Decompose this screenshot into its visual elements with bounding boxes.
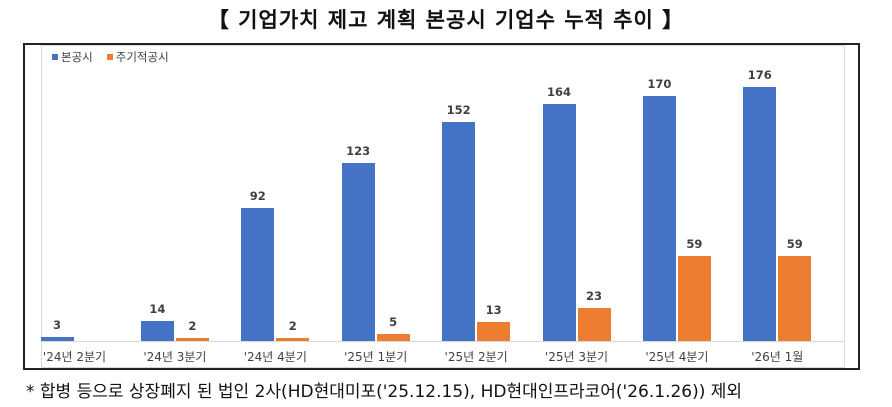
bar-periodic-disclosure: [276, 338, 310, 341]
legend-label: 본공시: [61, 50, 93, 64]
bar-main-disclosure: [241, 208, 275, 341]
x-tick-label: '25년 3분기: [544, 350, 609, 364]
bar-main-disclosure: [140, 321, 174, 341]
square-swatch-icon: [52, 54, 58, 60]
data-label: 170: [647, 77, 672, 91]
bar-main-disclosure: [442, 122, 476, 341]
data-label: 13: [485, 303, 502, 317]
x-tick-label: '25년 1분기: [344, 350, 408, 364]
data-label: 152: [446, 103, 471, 117]
bar-main-disclosure: [341, 163, 375, 341]
data-label: 5: [389, 315, 398, 329]
bar-main-disclosure: [542, 104, 576, 341]
x-tick-label: '24년 4분기: [243, 350, 307, 364]
bar-periodic-disclosure: [778, 256, 812, 341]
data-label: 2: [288, 319, 297, 333]
data-label: 164: [546, 85, 571, 99]
x-axis-line: [42, 341, 844, 342]
legend-label: 주기적공시: [115, 50, 169, 64]
x-tick-label: '24년 3분기: [143, 350, 207, 364]
bar-periodic-disclosure: [677, 256, 711, 341]
data-label: 92: [249, 189, 266, 203]
bar-periodic-disclosure: [376, 334, 410, 341]
bar-main-disclosure: [40, 337, 74, 341]
bar-main-disclosure: [642, 96, 676, 341]
x-tick-label: '26년 1월: [751, 350, 804, 364]
x-tick-label: '24년 2분기: [42, 350, 107, 364]
data-label: 2: [188, 319, 197, 333]
bar-periodic-disclosure: [175, 338, 209, 341]
x-tick-label: '25년 4분기: [645, 350, 709, 364]
data-label: 3: [52, 318, 61, 332]
bar-main-disclosure: [743, 87, 777, 341]
data-label: 14: [149, 302, 166, 316]
data-label: 176: [747, 68, 772, 82]
footnote: * 합병 등으로 상장폐지 된 법인 2사(HD현대미포('25.12.15),…: [26, 382, 743, 402]
chart-title: 【 기업가치 제고 계획 본공시 기업수 누적 추이 】: [207, 8, 685, 32]
x-tick-label: '25년 2분기: [444, 350, 508, 364]
bar-periodic-disclosure: [477, 322, 511, 341]
data-label: 59: [686, 237, 703, 251]
square-swatch-icon: [106, 54, 113, 60]
legend: 본공시 주기적공시: [52, 49, 169, 65]
data-label: 23: [585, 289, 602, 303]
legend-item-main-disclosure: 본공시: [52, 49, 93, 65]
legend-item-periodic-disclosure: 주기적공시: [106, 49, 169, 65]
data-label: 123: [346, 144, 371, 158]
data-label: 59: [786, 237, 803, 251]
bar-periodic-disclosure: [577, 308, 611, 341]
